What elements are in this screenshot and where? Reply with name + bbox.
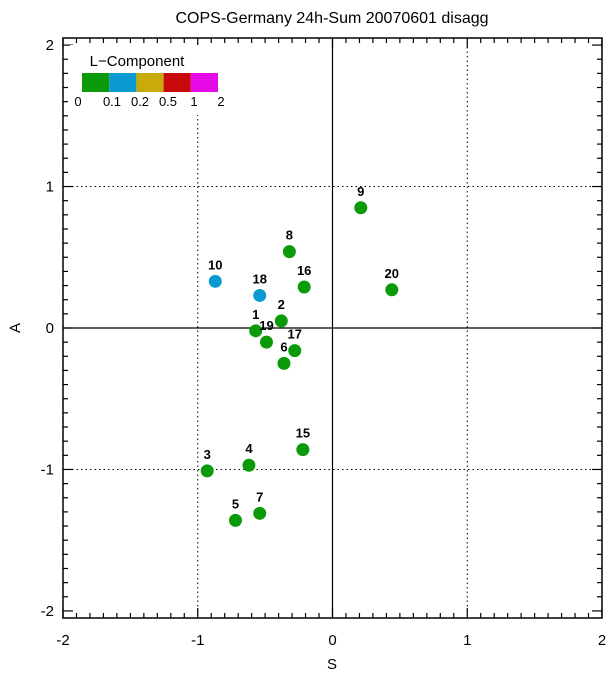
data-point: [282, 245, 296, 259]
data-point: [277, 356, 291, 370]
data-point: [249, 324, 263, 338]
x-tick-label: -1: [191, 632, 204, 649]
legend-tick-label: 0.2: [131, 94, 149, 109]
x-tick-label: 2: [598, 632, 606, 649]
x-tick-label: 0: [328, 632, 336, 649]
tick-labels: -2 -1 0 1 2 -2 -1 0 1 2: [41, 37, 607, 649]
legend-tick-label: 2: [217, 94, 224, 109]
y-tick-label: -2: [41, 603, 54, 620]
data-point: [296, 443, 310, 457]
data-point-label: 10: [208, 257, 222, 272]
data-point-label: 2: [278, 297, 285, 312]
data-point-label: 20: [385, 266, 399, 281]
data-point-label: 9: [357, 184, 364, 199]
data-point: [253, 288, 267, 302]
legend-tick-label: 0: [74, 94, 81, 109]
legend-color-swatch: [163, 73, 191, 92]
grid: [63, 38, 602, 618]
data-points: 1 2 3 4 5 6 7 8 9 10 15 16 17 18 19 20: [200, 184, 399, 527]
data-point: [259, 335, 273, 349]
data-point-label: 5: [232, 496, 239, 511]
legend-tick-label: 0.1: [103, 94, 121, 109]
data-point: [354, 201, 368, 215]
legend-color-swatch: [136, 73, 164, 92]
data-point-label: 3: [204, 447, 211, 462]
chart-title: COPS-Germany 24h-Sum 20070601 disagg: [175, 10, 488, 27]
data-point-label: 6: [280, 339, 287, 354]
data-point-label: 16: [297, 263, 311, 278]
data-point: [208, 274, 222, 288]
x-tick-label: 1: [463, 632, 471, 649]
data-point: [385, 283, 399, 297]
legend: L−Component 0 0.1 0.2 0.5 1 2: [70, 45, 228, 115]
legend-color-swatch: [82, 73, 110, 92]
data-point: [297, 280, 311, 294]
data-point: [200, 464, 214, 478]
data-point: [242, 458, 256, 472]
data-point-label: 8: [286, 228, 293, 243]
data-point-label: 19: [259, 318, 273, 333]
y-tick-label: 1: [46, 179, 54, 196]
legend-tick-label: 1: [190, 94, 197, 109]
data-point: [274, 314, 288, 328]
y-axis-label: A: [7, 323, 24, 333]
y-tick-label: 2: [46, 37, 54, 54]
x-axis-label: S: [327, 656, 337, 673]
data-point: [228, 513, 242, 527]
x-tick-label: -2: [56, 632, 69, 649]
data-point-label: 15: [296, 426, 310, 441]
legend-color-swatch: [190, 73, 218, 92]
data-point-label: 17: [288, 327, 302, 342]
legend-color-swatch: [109, 73, 137, 92]
data-point-label: 1: [252, 307, 259, 322]
legend-tick-label: 0.5: [159, 94, 177, 109]
data-point-label: 18: [253, 271, 267, 286]
legend-title: L−Component: [90, 53, 185, 70]
data-point: [288, 344, 302, 358]
axis-ticks: [62, 38, 603, 618]
y-tick-label: 0: [46, 320, 54, 337]
data-point-label: 4: [245, 441, 253, 456]
data-point: [253, 506, 267, 520]
data-point-label: 7: [256, 489, 263, 504]
y-tick-label: -1: [41, 461, 54, 478]
